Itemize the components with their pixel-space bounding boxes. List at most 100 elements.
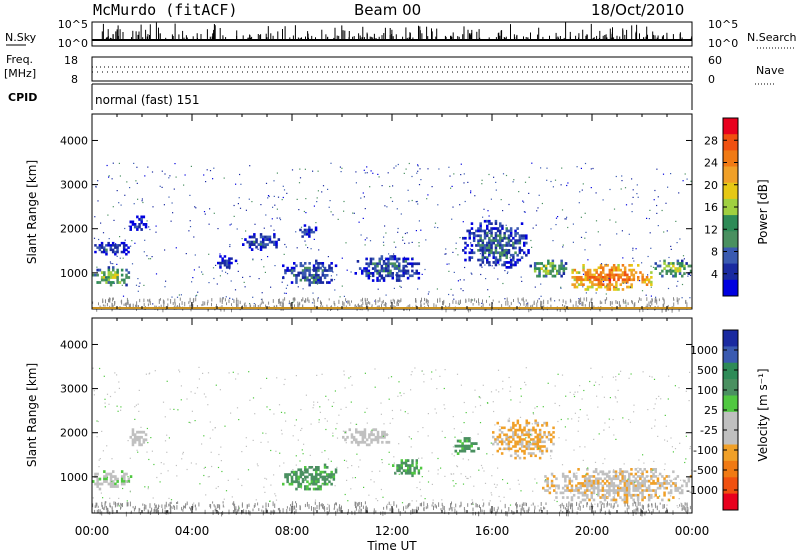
heatmap-cell — [621, 498, 624, 502]
heatmap-cell — [583, 489, 587, 492]
heatmap-cell — [321, 281, 325, 284]
x-tick-label: 12:00 — [375, 524, 410, 538]
ground-scatter-point — [174, 507, 176, 510]
heatmap-cell — [266, 238, 269, 241]
heatmap-cell — [505, 261, 508, 264]
scatter-point — [213, 212, 215, 214]
heatmap-cell — [248, 245, 252, 249]
scatter-point — [689, 371, 691, 373]
scatter-point — [229, 268, 231, 270]
ground-scatter-point — [265, 502, 267, 508]
heatmap-cell — [370, 433, 373, 437]
scatter-point — [134, 418, 136, 420]
scatter-point — [337, 218, 339, 220]
heatmap-cell — [370, 430, 373, 434]
heatmap-cell — [560, 264, 563, 268]
heatmap-cell — [109, 276, 113, 279]
heatmap-cell — [116, 276, 119, 279]
heatmap-cell — [643, 477, 646, 481]
scatter-point — [182, 451, 184, 453]
ground-scatter-point — [645, 510, 647, 514]
ground-scatter-point — [95, 502, 97, 506]
heatmap-cell — [378, 262, 381, 266]
heatmap-cell — [486, 244, 489, 247]
heatmap-cell — [564, 489, 567, 492]
heatmap-cell — [663, 486, 666, 490]
ground-scatter-point — [235, 506, 237, 511]
heatmap-cell — [479, 258, 482, 262]
scatter-point — [653, 496, 655, 498]
ground-scatter-point — [520, 512, 522, 516]
heatmap-cell — [306, 485, 309, 488]
heatmap-cell — [647, 489, 651, 492]
nave-tick-bottom: 0 — [708, 73, 715, 86]
scatter-point — [550, 228, 552, 230]
ground-scatter-point — [221, 305, 223, 309]
scatter-point — [404, 232, 406, 235]
heatmap-cell — [687, 264, 691, 268]
heatmap-cell — [625, 486, 629, 490]
scatter-point — [493, 176, 495, 178]
heatmap-cell — [306, 276, 309, 280]
ground-scatter-point — [463, 507, 465, 511]
ground-scatter-point — [568, 510, 570, 514]
scatter-point — [103, 375, 105, 377]
scatter-noise — [92, 162, 692, 313]
ground-scatter-point — [214, 508, 216, 512]
scatter-point — [540, 295, 542, 297]
ground-scatter-point — [231, 307, 232, 313]
ground-scatter-point — [455, 503, 457, 508]
scatter-point — [112, 206, 114, 208]
heatmap-cell — [669, 479, 673, 483]
heatmap-cell — [411, 264, 414, 268]
ground-scatter-point — [478, 298, 479, 303]
scatter-point — [129, 457, 131, 459]
scatter-point — [191, 410, 193, 412]
ground-scatter-point — [547, 300, 549, 305]
scatter-point — [248, 371, 250, 373]
ground-scatter-point — [182, 509, 184, 512]
heatmap-cell — [650, 496, 653, 499]
heatmap-cell — [500, 431, 504, 434]
scatter-point — [266, 377, 268, 379]
heatmap-cell — [612, 482, 616, 485]
scatter-point — [395, 246, 397, 248]
scatter-point — [393, 456, 395, 458]
scatter-point — [112, 263, 114, 265]
ground-scatter-point — [458, 300, 460, 304]
scatter-point — [137, 198, 139, 200]
heatmap-cell — [297, 475, 300, 479]
scatter-point — [445, 253, 447, 255]
scatter-point — [318, 419, 320, 421]
scatter-point — [609, 397, 611, 399]
heatmap-cell — [342, 435, 345, 439]
scatter-point — [622, 417, 624, 419]
ground-scatter-point — [102, 304, 104, 307]
ground-scatter-point — [632, 503, 634, 507]
heatmap-cell — [310, 274, 314, 277]
heatmap-cell — [617, 486, 620, 490]
scatter-point — [400, 395, 402, 397]
heatmap-cell — [582, 266, 585, 270]
scatter-point — [163, 204, 165, 206]
scatter-point — [483, 208, 485, 210]
scatter-point — [248, 198, 250, 200]
scatter-point — [470, 438, 472, 440]
x-tick-label: 20:00 — [575, 524, 610, 538]
heatmap-cell — [551, 264, 555, 268]
heatmap-cell — [359, 430, 362, 434]
heatmap-cell — [326, 466, 329, 469]
scatter-point — [681, 283, 684, 286]
ground-scatter-point — [570, 502, 572, 507]
heatmap-cell — [306, 487, 309, 491]
scatter-point — [135, 180, 137, 182]
heatmap-cell — [581, 484, 585, 488]
heatmap-cell — [466, 244, 469, 247]
scatter-point — [451, 218, 453, 220]
ground-scatter-point — [107, 508, 109, 513]
scatter-point — [198, 266, 200, 268]
heatmap-cell — [131, 430, 135, 434]
ground-scatter-point — [179, 303, 180, 308]
ground-scatter-point — [624, 502, 626, 507]
heatmap-cell — [344, 438, 347, 442]
